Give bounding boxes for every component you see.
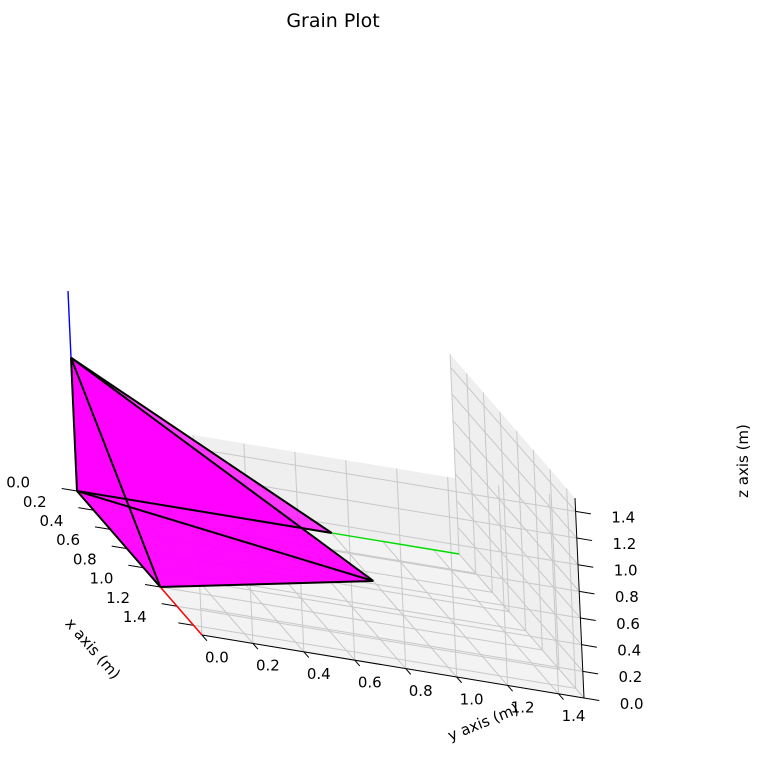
x-tick-label: 1.4 — [123, 608, 147, 626]
axes: 0.00.20.40.60.81.01.21.40.0 0.2 0.4 0.6 0.8 1… — [6, 474, 643, 725]
x-tick-label: 0.6 — [56, 531, 80, 549]
z-tick-label: 1.0 — [614, 562, 638, 580]
grain-solid — [70, 356, 374, 588]
x-tick — [78, 507, 94, 511]
gridline-floor-y — [433, 549, 559, 695]
gridline-floor-x — [193, 624, 576, 689]
gridline-side-x — [466, 373, 477, 574]
z-tick — [583, 697, 600, 702]
gridline-wall-z — [193, 447, 576, 512]
z-tick-label: 0.8 — [615, 588, 639, 606]
gridline-wall-z — [200, 607, 583, 672]
x-tick-label: 1.0 — [90, 570, 114, 588]
x-tick — [178, 622, 194, 626]
y-tick — [252, 643, 259, 650]
z-tick-label: 0.0 — [620, 695, 644, 713]
y-tick — [201, 634, 208, 642]
z-tick — [581, 644, 597, 648]
gridline-side-z — [451, 393, 578, 539]
gridline-side-x — [499, 411, 510, 612]
y-tick — [354, 659, 361, 667]
x-tick — [61, 487, 78, 492]
gridline-side-z — [450, 367, 576, 512]
z-tick-label: 1.2 — [613, 535, 637, 553]
gridline-side-x — [482, 392, 493, 593]
grain-edge — [160, 580, 374, 588]
gridline-side-z — [458, 553, 585, 699]
z-axis-label: z axis (m) — [734, 424, 752, 498]
z-tick — [575, 510, 591, 515]
gridline-side-z — [456, 500, 582, 646]
y-tick-label: 0.6 — [358, 674, 382, 692]
y-tick — [405, 668, 412, 675]
x-axis-label: x axis (m) — [61, 615, 124, 683]
y-tick-label: 0.2 — [256, 657, 280, 675]
y-tick-label: 0.0 — [205, 648, 229, 666]
gridline-wall-y — [549, 493, 560, 694]
y-tick — [507, 685, 513, 692]
y-tick-label: 0.8 — [409, 682, 433, 700]
gridline-floor-x — [160, 586, 543, 651]
z-tick — [579, 590, 595, 595]
z-tick-label: 1.4 — [611, 508, 635, 526]
x-tick-label: 0.0 — [6, 474, 30, 492]
gridline-side-z — [452, 420, 579, 566]
y-axis-line — [201, 634, 585, 699]
z-tick-label: 0.4 — [617, 642, 641, 660]
grain-edge — [76, 490, 162, 588]
gridline-side-x — [516, 430, 527, 631]
gridline-floor-x — [176, 605, 560, 670]
x-tick-label: 0.8 — [73, 550, 97, 568]
y-tick-label: 1.4 — [562, 707, 586, 725]
gridline-side-x — [532, 450, 543, 651]
grain-edge — [70, 357, 162, 588]
grain-edge — [76, 490, 374, 582]
gridline-side-x — [566, 488, 577, 689]
gridline-wall-y — [396, 468, 407, 669]
x-tick-label: 1.2 — [106, 589, 130, 607]
z-tick-label: 0.2 — [619, 668, 643, 686]
gridline-wall-y — [447, 477, 458, 678]
x-tick — [144, 583, 161, 588]
x-tick — [111, 545, 128, 550]
y-tick-label: 0.4 — [307, 665, 331, 683]
z-tick-label: 0.6 — [616, 615, 640, 633]
gridline-side-z — [455, 473, 581, 619]
grain-edge — [76, 490, 332, 534]
x-tick-label: 0.4 — [40, 512, 64, 530]
y-tick — [456, 676, 463, 684]
gridline-wall-y — [345, 460, 356, 661]
gridline-side-z — [457, 527, 584, 672]
y-tick-label: 1.2 — [511, 699, 535, 717]
gridline-floor-y — [331, 532, 458, 678]
grain-edge — [70, 356, 374, 582]
x-tick — [94, 526, 111, 530]
grain-edge — [70, 357, 78, 492]
gridline-side-x — [449, 354, 460, 555]
gridline-side-x — [549, 469, 560, 670]
y-tick — [558, 693, 564, 700]
gridline-wall-z — [199, 581, 582, 646]
z-tick — [582, 670, 599, 675]
gridline-side-z — [453, 447, 580, 592]
chart-title: Grain Plot — [286, 10, 379, 32]
x-tick — [128, 564, 144, 569]
z-tick — [580, 617, 596, 622]
z-axis-line — [574, 498, 585, 699]
z-tick — [576, 537, 593, 542]
x-tick — [161, 603, 178, 607]
gridline-floor-y — [382, 541, 508, 686]
y-tick — [303, 651, 310, 658]
x-tick-label: 0.2 — [23, 493, 47, 511]
z-tick — [577, 564, 594, 568]
grain-edge — [70, 356, 333, 534]
gridline-wall-y — [498, 485, 509, 686]
y-tick-label: 1.0 — [460, 690, 484, 708]
